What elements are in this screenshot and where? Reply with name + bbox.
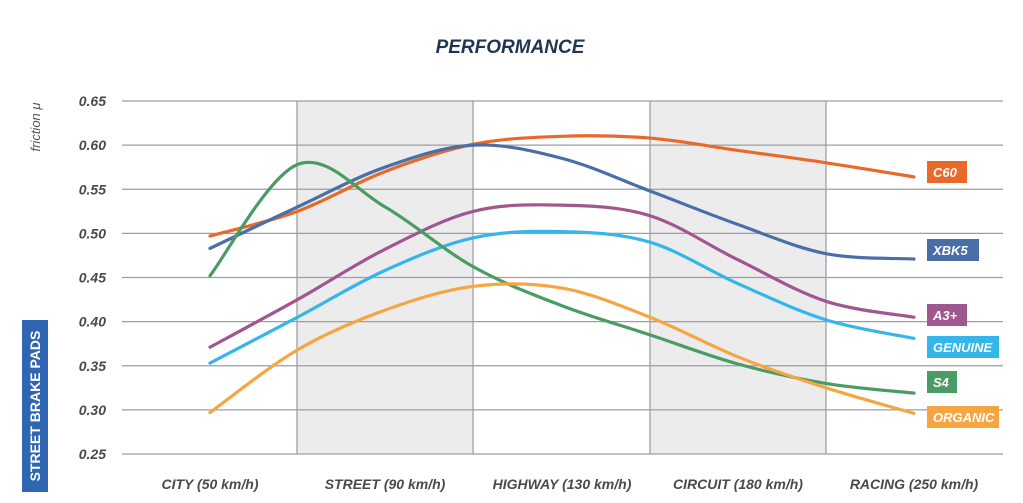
series-lines — [208, 134, 916, 416]
y-tick-label: 0.30 — [79, 402, 106, 418]
label-badge-c60 — [927, 161, 967, 183]
series-label: S4 — [933, 375, 950, 390]
series-label: XBK5 — [932, 243, 968, 258]
label-badge-s4 — [927, 371, 957, 393]
x-tick-label: STREET (90 km/h) — [325, 476, 446, 492]
y-tick-label: 0.55 — [79, 181, 106, 197]
series-label: ORGANIC — [933, 410, 995, 425]
y-axis-ticks: 0.65 0.60 0.55 0.50 0.45 0.40 0.35 0.30 0.25 — [79, 93, 106, 462]
label-badge-organic — [927, 406, 999, 428]
y-tick-label: 0.60 — [79, 137, 106, 153]
grid-lines — [122, 100, 1003, 455]
y-tick-label: 0.50 — [79, 225, 106, 241]
series-line-genuine — [208, 229, 916, 365]
x-tick-label: HIGHWAY (130 km/h) — [493, 476, 632, 492]
label-badge-xbk5 — [927, 239, 979, 261]
y-tick-label: 0.45 — [79, 270, 106, 286]
series-labels: C60 XBK5 A3+ GENUINE S4 ORGANIC — [927, 161, 999, 428]
series-label: A3+ — [932, 308, 958, 323]
series-line-organic — [208, 282, 916, 416]
series-line-c60 — [208, 134, 916, 238]
chart-title: PERFORMANCE — [436, 37, 586, 58]
x-tick-label: RACING (250 km/h) — [850, 476, 979, 492]
y-tick-label: 0.40 — [79, 314, 106, 330]
x-axis-ticks: CITY (50 km/h) STREET (90 km/h) HIGHWAY (1… — [162, 476, 979, 492]
series-line-a3-plus — [208, 203, 916, 349]
x-tick-label: CIRCUIT (180 km/h) — [673, 476, 803, 492]
x-tick-label: CITY (50 km/h) — [162, 476, 259, 492]
side-label: STREET BRAKE PADS — [27, 331, 43, 482]
y-tick-label: 0.35 — [79, 358, 106, 374]
series-label: C60 — [933, 165, 958, 180]
y-axis-label: friction μ — [28, 102, 43, 151]
label-badge-a3-plus — [927, 304, 967, 326]
street-brake-pads-badge — [22, 320, 48, 492]
label-badge-genuine — [927, 336, 999, 358]
series-line-xbk5 — [208, 143, 916, 261]
y-tick-label: 0.25 — [79, 446, 106, 462]
y-tick-label: 0.65 — [79, 93, 106, 109]
series-label: GENUINE — [933, 340, 993, 355]
